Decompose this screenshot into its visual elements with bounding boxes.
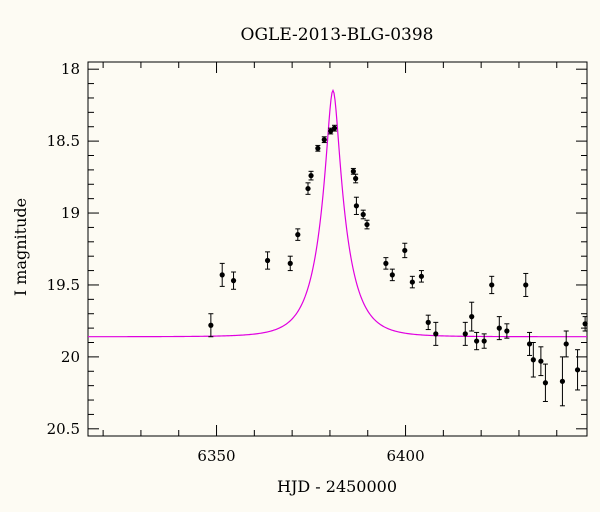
data-point — [264, 251, 271, 270]
y-tick-label: 18 — [61, 60, 80, 78]
data-marker — [462, 331, 468, 337]
data-marker — [308, 173, 314, 179]
data-point — [353, 173, 359, 184]
data-point — [321, 136, 327, 144]
data-point — [538, 346, 544, 377]
data-marker — [315, 145, 321, 151]
data-point — [295, 228, 301, 241]
data-marker — [523, 282, 529, 288]
data-point — [383, 257, 389, 270]
data-point — [315, 144, 321, 152]
data-point — [308, 170, 314, 181]
data-marker — [230, 278, 237, 284]
data-point — [230, 271, 237, 290]
data-marker — [208, 322, 214, 328]
data-marker — [264, 257, 271, 264]
data-marker — [496, 325, 502, 331]
data-point — [563, 330, 569, 358]
data-marker — [504, 328, 510, 334]
data-marker — [538, 358, 544, 364]
chart-title: OGLE-2013-BLG-0398 — [241, 25, 434, 45]
data-marker — [433, 331, 439, 337]
data-marker — [474, 338, 480, 344]
data-point — [526, 331, 533, 356]
y-tick-label: 20 — [61, 348, 80, 366]
data-point — [287, 255, 293, 272]
data-marker — [353, 203, 360, 209]
data-point — [219, 262, 225, 287]
data-marker — [321, 137, 327, 143]
data-marker — [364, 221, 370, 228]
data-point — [350, 167, 356, 175]
data-marker — [582, 321, 588, 327]
data-marker — [530, 357, 536, 363]
data-marker — [481, 338, 487, 344]
data-marker — [469, 314, 475, 320]
data-marker — [574, 367, 581, 373]
x-tick-label: 6350 — [197, 447, 235, 465]
data-marker — [559, 378, 566, 384]
data-point — [433, 321, 439, 346]
data-marker — [305, 185, 311, 192]
data-point — [496, 316, 502, 341]
y-tick-label: 18.5 — [47, 132, 80, 150]
data-point — [542, 363, 549, 402]
data-point — [574, 349, 581, 391]
y-tick-label: 20.5 — [47, 420, 80, 438]
data-point — [530, 342, 536, 378]
data-marker — [219, 272, 225, 278]
data-marker — [418, 273, 425, 279]
data-marker — [360, 211, 366, 218]
data-point — [425, 314, 431, 331]
data-point — [504, 323, 510, 339]
data-marker — [425, 319, 431, 325]
data-marker — [353, 175, 359, 182]
data-point — [364, 219, 370, 230]
data-marker — [489, 282, 495, 288]
data-point — [523, 272, 529, 297]
data-marker — [331, 125, 338, 131]
model-curve — [87, 88, 587, 338]
data-point — [389, 268, 395, 282]
data-marker — [409, 279, 415, 285]
data-point — [559, 356, 566, 407]
data-point — [360, 209, 366, 220]
data-point — [305, 182, 311, 195]
data-points — [208, 124, 588, 407]
data-point — [474, 331, 480, 351]
y-tick-label: 19 — [61, 204, 80, 222]
data-marker — [287, 260, 293, 266]
data-point — [489, 275, 495, 295]
data-point — [402, 242, 408, 259]
y-tick-label: 19.5 — [47, 276, 80, 294]
data-marker — [542, 380, 549, 386]
y-axis-label: I magnitude — [11, 198, 30, 296]
data-point — [208, 313, 214, 338]
data-point — [328, 127, 334, 135]
data-point — [331, 124, 338, 132]
x-axis-label: HJD - 2450000 — [277, 477, 397, 496]
data-marker — [350, 168, 356, 174]
data-point — [409, 275, 415, 289]
data-marker — [328, 128, 334, 134]
data-point — [418, 270, 425, 283]
axis-tick-labels: 6350 6400 18 18.5 19 19.5 20 20.5 — [47, 60, 425, 465]
axis-ticks — [88, 62, 587, 436]
data-marker — [383, 260, 389, 266]
data-marker — [295, 232, 301, 238]
data-point — [469, 301, 475, 332]
data-point — [353, 196, 360, 215]
data-marker — [563, 341, 569, 347]
data-marker — [389, 272, 395, 278]
data-point — [462, 321, 468, 346]
data-point — [481, 333, 487, 349]
data-marker — [402, 247, 408, 254]
plot-frame — [87, 61, 588, 437]
x-tick-label: 6400 — [386, 447, 424, 465]
data-point — [582, 316, 588, 332]
